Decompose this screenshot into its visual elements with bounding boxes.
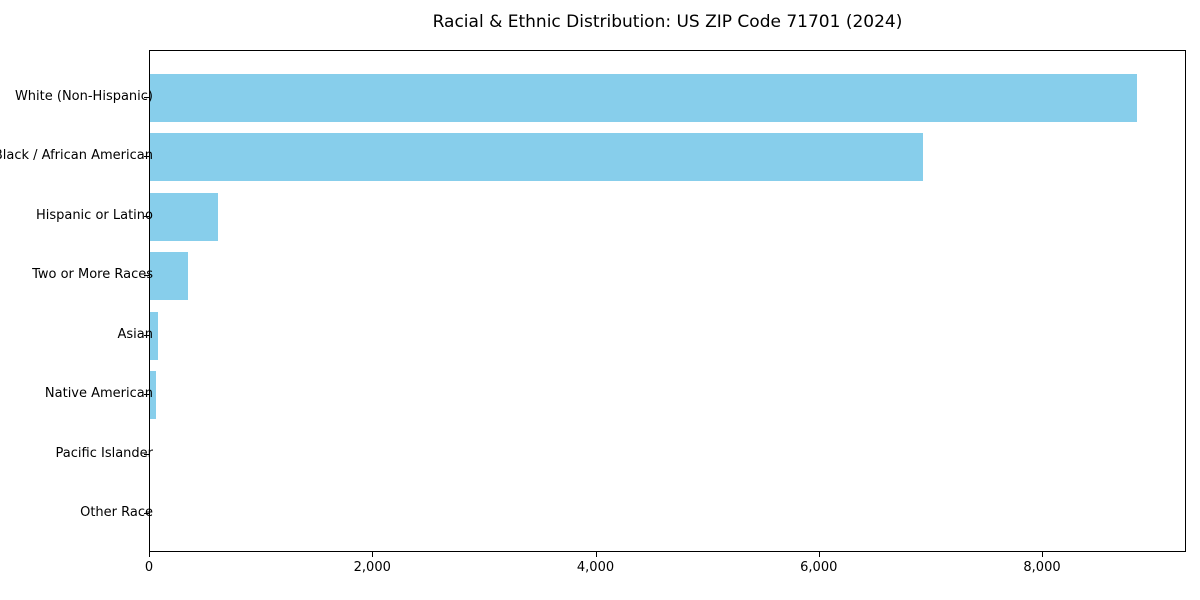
chart-title: Racial & Ethnic Distribution: US ZIP Cod…	[432, 12, 903, 32]
bar-hispanic-or-latino	[150, 192, 219, 241]
bar-asian	[150, 311, 159, 360]
x-tick-label-6000: 6,000	[800, 560, 838, 575]
x-tick-label-8000: 8,000	[1023, 560, 1061, 575]
y-tick-label-black-african-american: Black / African American	[0, 148, 153, 164]
y-tick-mark	[144, 215, 149, 217]
x-tick-mark	[595, 552, 597, 557]
y-tick-mark	[144, 453, 149, 455]
y-tick-mark	[144, 334, 149, 336]
x-tick-label-4000: 4,000	[576, 560, 615, 575]
y-tick-mark	[144, 513, 149, 514]
bar-native-american	[150, 371, 157, 420]
x-tick-mark	[1042, 552, 1043, 557]
y-tick-mark	[144, 275, 149, 277]
y-tick-mark	[144, 394, 149, 396]
bar-two-or-more-races	[150, 252, 188, 301]
bar-black-african-american	[150, 133, 923, 182]
y-tick-mark	[144, 97, 149, 98]
x-tick-mark	[818, 552, 820, 557]
x-tick-mark	[149, 552, 150, 557]
y-tick-label-native-american: Native American	[44, 386, 153, 402]
y-tick-label-white-non-hispanic: White (Non-Hispanic)	[14, 89, 153, 104]
y-tick-label-two-or-more-races: Two or More Races	[32, 267, 153, 283]
plot-area	[149, 50, 1186, 552]
x-tick-mark	[372, 552, 374, 557]
y-tick-mark	[144, 156, 149, 158]
y-tick-label-other-race: Other Race	[80, 505, 153, 520]
y-tick-label-hispanic-or-latino: Hispanic or Latino	[35, 207, 153, 223]
y-tick-label-pacific-islander: Pacific Islander	[55, 445, 153, 461]
bar-white-non-hispanic	[150, 74, 1137, 122]
y-tick-label-asian: Asian	[117, 326, 153, 342]
x-tick-label-2000: 2,000	[353, 560, 391, 575]
x-tick-label-0: 0	[144, 560, 154, 575]
